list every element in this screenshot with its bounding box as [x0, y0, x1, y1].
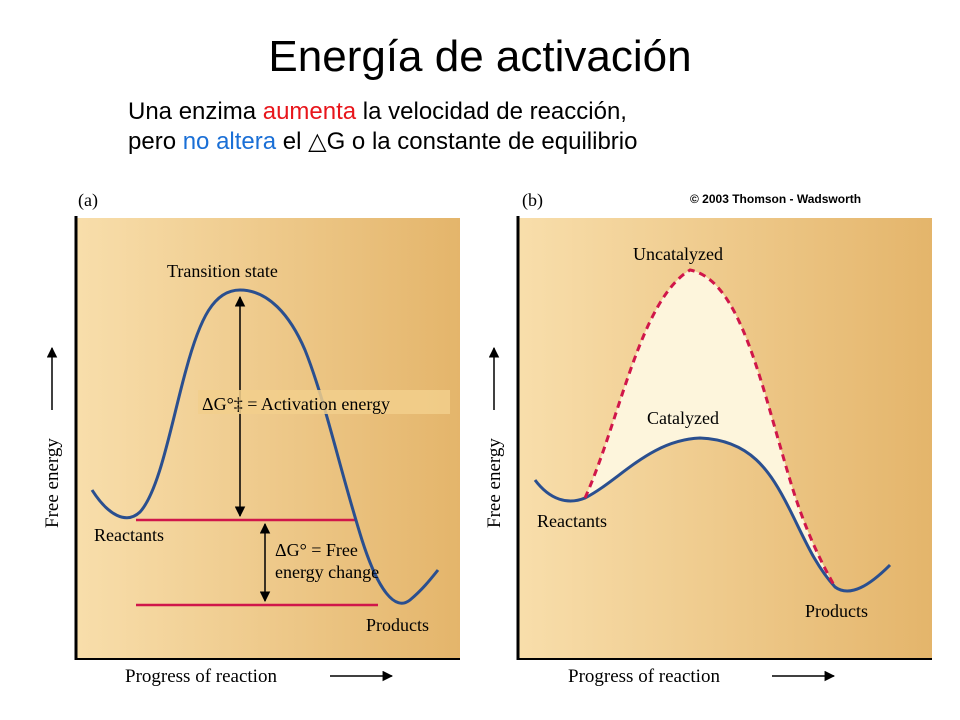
panel-b-label: (b) — [522, 190, 543, 211]
panel-a-label: (a) — [78, 190, 98, 211]
uncatalyzed-label: Uncatalyzed — [633, 244, 723, 264]
subtitle-text: Una enzima — [128, 98, 263, 125]
slide-subtitle: Una enzima aumenta la velocidad de reacc… — [128, 97, 637, 157]
transition-state-label: Transition state — [167, 261, 278, 281]
panel-a: (a) Free energy Progress of reaction Tra… — [42, 190, 460, 687]
reaction-curve — [90, 288, 440, 605]
panel-a-reactants-label: Reactants — [94, 525, 164, 545]
subtitle-text: la velocidad de reacción, — [356, 98, 627, 125]
panel-b: (b) © 2003 Thomson - Wadsworth Free ener… — [484, 190, 932, 687]
highlight-increases: aumenta — [262, 98, 357, 125]
panel-b-reactants-label: Reactants — [537, 511, 607, 531]
free-energy-change-label-2: energy change — [275, 562, 379, 582]
panel-a-y-axis-label: Free energy — [42, 438, 63, 528]
copyright-notice: © 2003 Thomson - Wadsworth — [690, 192, 861, 206]
slide-title: Energía de activación — [268, 32, 692, 81]
subtitle-line-2: pero no altera el △G o la constante de e… — [128, 127, 637, 157]
subtitle-text: el — [276, 128, 309, 155]
uncatalyzed-curve — [583, 268, 837, 588]
free-energy-change-label-1: ΔG° = Free — [275, 540, 358, 560]
highlight-does-not-alter: no altera — [182, 128, 277, 155]
subtitle-text: pero — [128, 128, 183, 155]
panel-b-products-label: Products — [805, 601, 868, 621]
panel-a-background — [76, 218, 460, 660]
panel-b-y-axis-label: Free energy — [484, 438, 505, 528]
panel-a-x-axis-label: Progress of reaction — [125, 666, 277, 687]
activation-label-backdrop — [198, 390, 450, 414]
delta-triangle-icon: △ — [308, 128, 327, 155]
energy-difference-fill — [585, 270, 835, 587]
activation-energy-label: ΔG°‡ = Activation energy — [202, 394, 390, 414]
subtitle-text: G o la constante de equilibrio — [326, 128, 638, 155]
catalyzed-label: Catalyzed — [647, 408, 719, 428]
panel-b-x-axis-label: Progress of reaction — [568, 666, 720, 687]
panel-a-products-label: Products — [366, 615, 429, 635]
subtitle-line-1: Una enzima aumenta la velocidad de reacc… — [128, 97, 637, 127]
